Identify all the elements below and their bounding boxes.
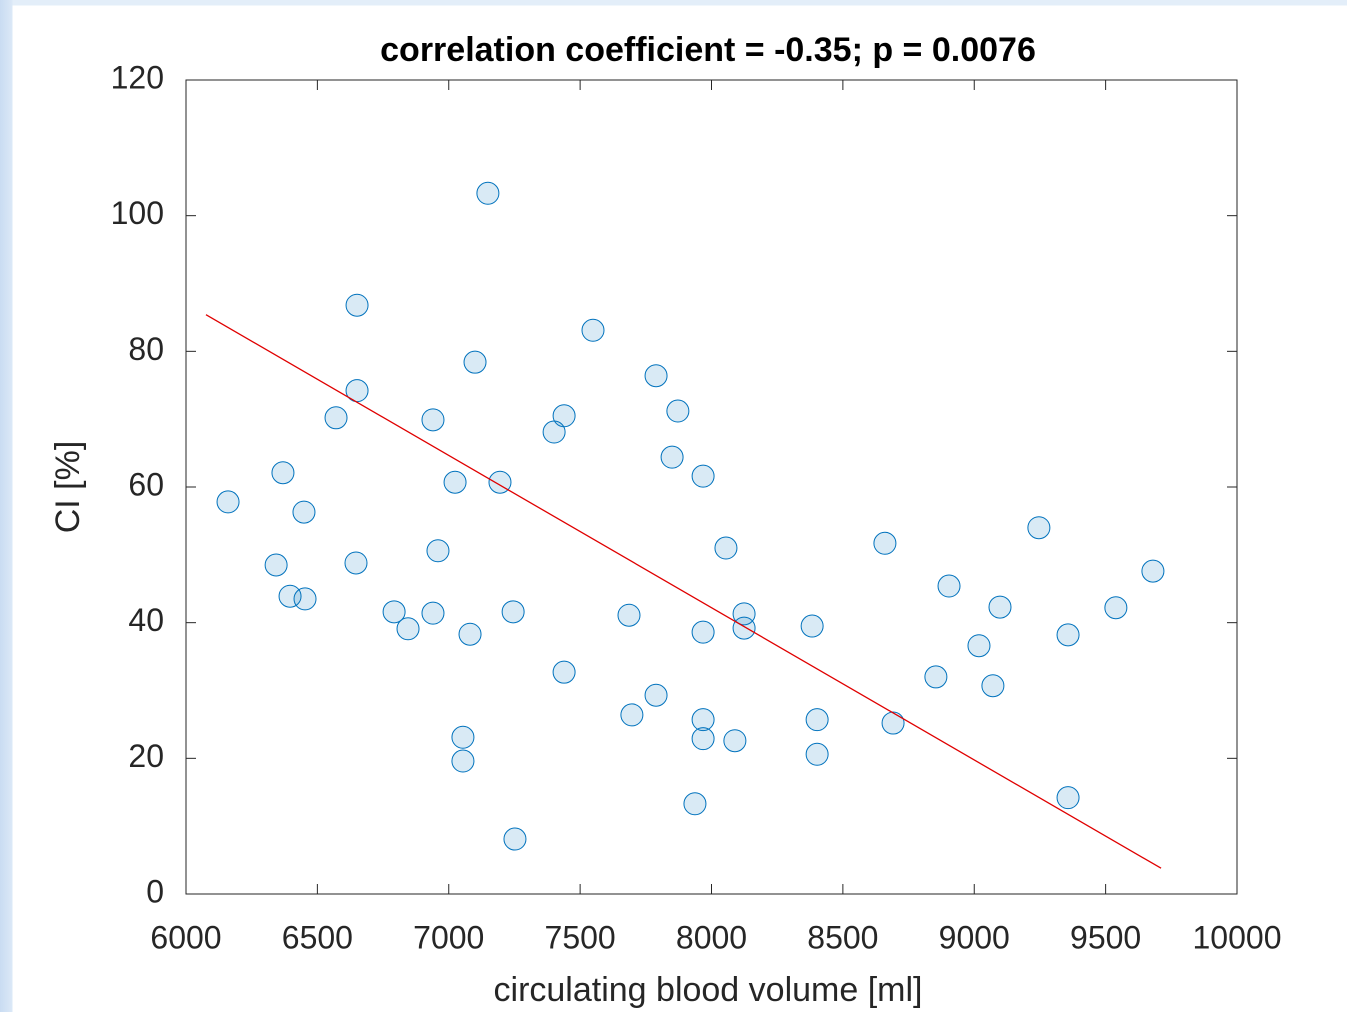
scatter-point (691, 620, 715, 644)
x-tick-label: 6500 (282, 919, 353, 955)
scatter-point (644, 683, 668, 707)
scatter-point (451, 725, 475, 749)
plot-area (185, 79, 1238, 895)
scatter-point (617, 603, 641, 627)
scatter-point (396, 617, 420, 641)
scatter-point (344, 551, 368, 575)
scatter-point (426, 539, 450, 563)
scatter-point (292, 500, 316, 524)
scatter-point (644, 364, 668, 388)
scatter-point (216, 490, 240, 514)
scatter-point (476, 181, 500, 205)
x-tick-label: 8000 (676, 919, 747, 955)
scatter-point (981, 674, 1005, 698)
scatter-point (501, 600, 525, 624)
scatter-point (800, 614, 824, 638)
y-tick-label: 80 (128, 331, 164, 367)
scatter-point (805, 708, 829, 732)
y-axis-label: CI [%] (49, 441, 87, 534)
scatter-point (683, 792, 707, 816)
scatter-point (714, 536, 738, 560)
fit-line (205, 314, 1162, 869)
scatter-point (458, 622, 482, 646)
scatter-point (620, 703, 644, 727)
scatter-point (805, 742, 829, 766)
y-tick-label: 20 (128, 738, 164, 774)
scatter-point (451, 749, 475, 773)
scatter-point (503, 827, 527, 851)
x-tick-label: 6000 (150, 919, 221, 955)
scatter-point (421, 601, 445, 625)
y-tick-label: 60 (128, 466, 164, 502)
y-tick-label: 100 (111, 195, 164, 231)
x-tick-label: 8500 (807, 919, 878, 955)
scatter-point (345, 293, 369, 317)
scatter-point (552, 660, 576, 684)
scatter-point (264, 553, 288, 577)
scatter-point (463, 350, 487, 374)
scatter-point (324, 406, 348, 430)
scatter-point (732, 616, 756, 640)
y-tick-label: 0 (146, 873, 164, 909)
scatter-point (1104, 596, 1128, 620)
x-tick-label: 7500 (545, 919, 616, 955)
scatter-point (691, 727, 715, 751)
scatter-point (293, 587, 317, 611)
scatter-point (1141, 559, 1165, 583)
scatter-point (660, 445, 684, 469)
x-tick-label: 9000 (939, 919, 1010, 955)
scatter-point (1027, 516, 1051, 540)
y-tick-label: 40 (128, 602, 164, 638)
x-tick-label: 7000 (413, 919, 484, 955)
scatter-point (691, 708, 715, 732)
scatter-point (271, 461, 295, 485)
scatter-point (666, 399, 690, 423)
scatter-point (278, 584, 302, 608)
chart-title: correlation coefficient = -0.35; p = 0.0… (380, 31, 1036, 69)
scatter-point (382, 600, 406, 624)
x-tick-label: 9500 (1070, 919, 1141, 955)
scatter-point (937, 574, 961, 598)
scatter-point (967, 634, 991, 658)
x-tick-label: 10000 (1193, 919, 1282, 955)
scatter-point (443, 470, 467, 494)
scatter-point (924, 665, 948, 689)
scatter-point (581, 318, 605, 342)
y-tick-label: 120 (111, 59, 164, 95)
scatter-point (723, 729, 747, 753)
scatter-point (732, 602, 756, 626)
x-axis-label: circulating blood volume [ml] (494, 971, 923, 1009)
scatter-point (691, 464, 715, 488)
scatter-point (421, 408, 445, 432)
scatter-point (552, 404, 576, 428)
scatter-point (881, 711, 905, 735)
scatter-point (873, 531, 897, 555)
scatter-point (988, 595, 1012, 619)
scatter-point (1056, 623, 1080, 647)
scatter-point (1056, 786, 1080, 810)
